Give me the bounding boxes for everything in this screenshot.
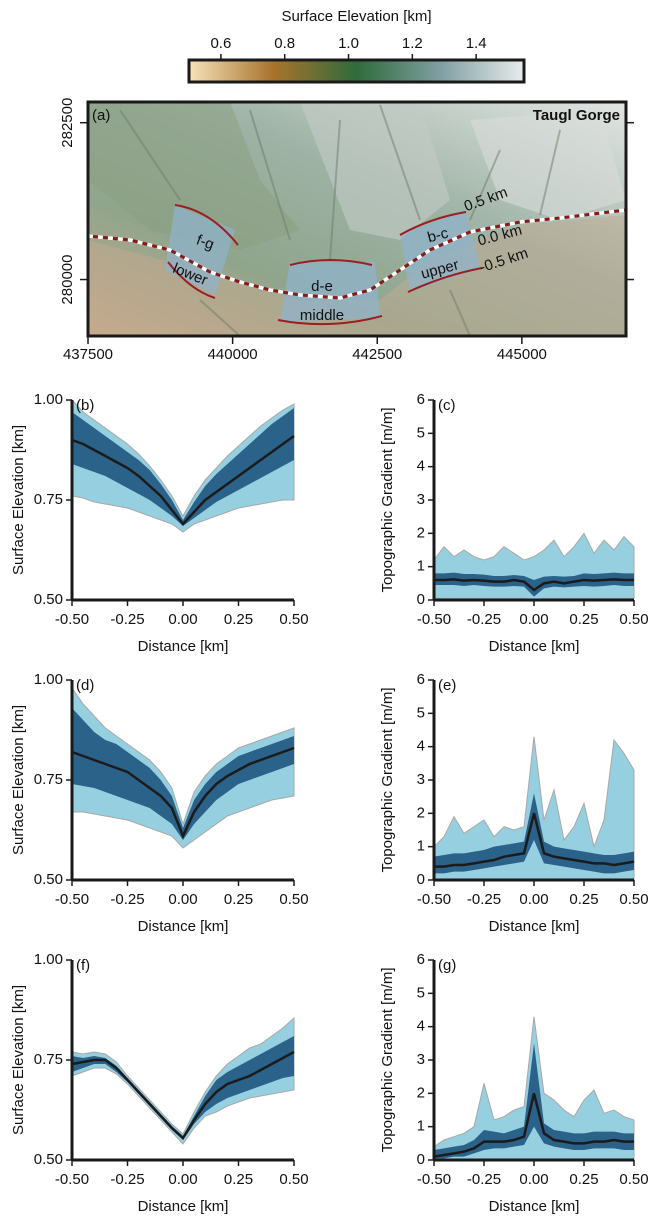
x-axis-label: Distance [km] xyxy=(489,638,580,655)
colorbar-tick-label: 0.6 xyxy=(210,35,231,52)
y-tick-label: 1 xyxy=(417,558,425,575)
y-axis-label: Topographic Gradient [m/m] xyxy=(379,407,396,592)
panel-label: (e) xyxy=(438,677,456,694)
x-axis-label: Distance [km] xyxy=(489,918,580,935)
x-tick-label: 437500 xyxy=(63,346,113,363)
colorbar-tick-label: 1.4 xyxy=(466,35,487,52)
x-tick-label: 0.50 xyxy=(279,1171,308,1188)
y-tick-label: 6 xyxy=(417,951,425,968)
x-tick-label: -0.25 xyxy=(467,611,501,628)
colorbar-tick-label: 0.8 xyxy=(274,35,295,52)
y-tick-label: 0 xyxy=(417,591,425,608)
y-tick-label: 3 xyxy=(417,491,425,508)
y-tick-label: 4 xyxy=(417,458,425,475)
x-axis-label: Distance [km] xyxy=(138,1198,229,1215)
panel-label: (f) xyxy=(76,957,90,974)
map-image xyxy=(88,102,626,336)
y-axis-label: Topographic Gradient [m/m] xyxy=(379,967,396,1152)
y-tick-label: 1 xyxy=(417,838,425,855)
map-title: Taugl Gorge xyxy=(533,107,620,124)
y-tick-label: 282500 xyxy=(59,98,76,148)
x-tick-label: 0.25 xyxy=(224,891,253,908)
y-axis-label: Surface Elevation [km] xyxy=(10,705,27,855)
panel-label: (g) xyxy=(438,957,456,974)
x-axis-label: Distance [km] xyxy=(489,1198,580,1215)
x-tick-label: -0.25 xyxy=(467,1171,501,1188)
y-tick-label: 0.50 xyxy=(34,871,63,888)
y-tick-label: 0.75 xyxy=(34,491,63,508)
x-tick-label: 0.50 xyxy=(619,891,648,908)
y-tick-label: 4 xyxy=(417,738,425,755)
x-tick-label: -0.50 xyxy=(55,1171,89,1188)
panel-label: (d) xyxy=(76,677,94,694)
x-tick-label: -0.50 xyxy=(417,891,451,908)
y-tick-label: 280000 xyxy=(59,255,76,305)
y-tick-label: 3 xyxy=(417,1051,425,1068)
y-tick-label: 0 xyxy=(417,871,425,888)
x-tick-label: 0.50 xyxy=(619,611,648,628)
y-tick-label: 5 xyxy=(417,704,425,721)
y-tick-label: 1.00 xyxy=(34,951,63,968)
x-tick-label: 0.00 xyxy=(168,611,197,628)
y-tick-label: 6 xyxy=(417,671,425,688)
map-annotation: middle xyxy=(300,307,344,324)
panel-label: (b) xyxy=(76,397,94,414)
y-tick-label: 5 xyxy=(417,984,425,1001)
x-tick-label: 445000 xyxy=(497,346,547,363)
colorbar-title: Surface Elevation [km] xyxy=(281,8,431,25)
y-tick-label: 0.50 xyxy=(34,591,63,608)
x-tick-label: 0.50 xyxy=(619,1171,648,1188)
panel-label: (c) xyxy=(438,397,456,414)
colorbar-tick-label: 1.0 xyxy=(338,35,359,52)
x-tick-label: 0.50 xyxy=(279,891,308,908)
y-tick-label: 6 xyxy=(417,391,425,408)
y-tick-label: 2 xyxy=(417,1084,425,1101)
y-tick-label: 1 xyxy=(417,1118,425,1135)
y-tick-label: 2 xyxy=(417,804,425,821)
x-tick-label: 0.25 xyxy=(224,611,253,628)
y-tick-label: 0.75 xyxy=(34,1051,63,1068)
panel-label: (a) xyxy=(92,107,110,124)
y-tick-label: 1.00 xyxy=(34,671,63,688)
x-tick-label: 0.25 xyxy=(569,1171,598,1188)
x-tick-label: -0.50 xyxy=(417,1171,451,1188)
x-tick-label: 0.00 xyxy=(168,891,197,908)
x-tick-label: -0.25 xyxy=(110,611,144,628)
x-tick-label: -0.25 xyxy=(467,891,501,908)
y-axis-label: Surface Elevation [km] xyxy=(10,425,27,575)
y-tick-label: 1.00 xyxy=(34,391,63,408)
colorbar xyxy=(189,60,524,82)
y-axis-label: Topographic Gradient [m/m] xyxy=(379,687,396,872)
x-tick-label: -0.50 xyxy=(55,891,89,908)
y-tick-label: 0.75 xyxy=(34,771,63,788)
x-tick-label: 0.25 xyxy=(224,1171,253,1188)
page: Surface Elevation [km] 0.6 0.8 1.0 1.2 1.4 437… xyxy=(0,0,651,1216)
x-tick-label: -0.25 xyxy=(110,1171,144,1188)
x-tick-label: 440000 xyxy=(208,346,258,363)
y-tick-label: 3 xyxy=(417,771,425,788)
x-tick-label: 0.50 xyxy=(279,611,308,628)
figure: Surface Elevation [km] 0.6 0.8 1.0 1.2 1.4 437… xyxy=(0,0,651,1216)
x-tick-label: -0.25 xyxy=(110,891,144,908)
x-tick-label: 0.00 xyxy=(168,1171,197,1188)
y-tick-label: 2 xyxy=(417,524,425,541)
y-axis-label: Surface Elevation [km] xyxy=(10,985,27,1135)
x-tick-label: 0.00 xyxy=(519,891,548,908)
x-tick-label: -0.50 xyxy=(55,611,89,628)
colorbar-tick-label: 1.2 xyxy=(402,35,423,52)
y-tick-label: 4 xyxy=(417,1018,425,1035)
y-tick-label: 0.50 xyxy=(34,1151,63,1168)
x-tick-label: -0.50 xyxy=(417,611,451,628)
y-tick-label: 0 xyxy=(417,1151,425,1168)
x-tick-label: 0.00 xyxy=(519,611,548,628)
x-tick-label: 0.25 xyxy=(569,611,598,628)
x-tick-label: 442500 xyxy=(352,346,402,363)
x-axis-label: Distance [km] xyxy=(138,918,229,935)
x-tick-label: 0.25 xyxy=(569,891,598,908)
x-tick-label: 0.00 xyxy=(519,1171,548,1188)
y-tick-label: 5 xyxy=(417,424,425,441)
x-axis-label: Distance [km] xyxy=(138,638,229,655)
map-annotation: d-e xyxy=(311,278,333,295)
